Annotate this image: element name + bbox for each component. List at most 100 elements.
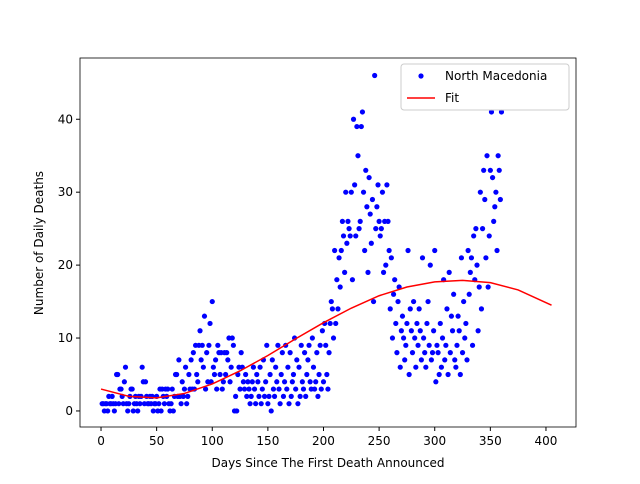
data-point — [446, 269, 452, 275]
data-point — [400, 335, 407, 341]
data-point — [497, 196, 503, 203]
data-point — [352, 182, 358, 188]
data-point — [363, 167, 369, 173]
y-tick-label: 40 — [58, 112, 73, 126]
data-point — [225, 357, 231, 363]
data-point — [414, 320, 420, 327]
y-tick-label: 30 — [58, 185, 73, 199]
data-point — [476, 284, 482, 290]
legend-label: Fit — [445, 91, 459, 105]
data-point — [217, 371, 223, 378]
data-point — [254, 371, 260, 378]
data-point — [268, 408, 274, 414]
data-point — [299, 379, 305, 385]
data-point — [403, 342, 409, 348]
data-point — [286, 401, 292, 407]
data-point — [130, 408, 136, 414]
data-point — [227, 379, 233, 385]
data-point — [357, 218, 363, 224]
data-point — [347, 233, 353, 239]
data-point — [276, 386, 282, 392]
data-point — [488, 109, 495, 115]
data-point — [444, 306, 450, 312]
data-point — [313, 379, 319, 385]
data-point — [169, 386, 175, 392]
data-point — [264, 342, 270, 348]
data-point — [248, 393, 254, 399]
data-point — [220, 379, 226, 385]
data-point — [274, 379, 280, 385]
data-point — [385, 218, 391, 224]
data-point — [448, 313, 455, 319]
data-point — [485, 284, 491, 290]
data-point — [267, 371, 273, 378]
data-point — [379, 189, 386, 195]
data-point — [315, 393, 321, 399]
data-point — [158, 408, 164, 414]
data-point — [263, 379, 269, 385]
data-point — [424, 320, 430, 327]
data-point — [409, 350, 416, 356]
data-point — [186, 371, 192, 378]
data-point — [369, 196, 376, 203]
data-point — [419, 255, 426, 261]
data-point — [427, 262, 433, 268]
data-point — [194, 371, 200, 378]
data-point — [475, 328, 481, 334]
data-point — [483, 255, 489, 261]
data-point — [395, 298, 401, 305]
data-point — [184, 401, 190, 407]
data-point — [415, 342, 421, 348]
data-point — [293, 386, 299, 392]
data-point — [241, 386, 248, 392]
data-point — [250, 364, 257, 370]
data-point — [319, 328, 325, 334]
data-point — [277, 401, 283, 407]
data-point — [295, 401, 301, 407]
data-point — [211, 371, 218, 378]
data-point — [479, 226, 486, 232]
data-point — [438, 364, 445, 370]
data-point — [481, 167, 487, 173]
data-point — [489, 174, 496, 181]
x-tick-label: 400 — [535, 434, 558, 448]
data-point — [269, 357, 275, 363]
data-point — [404, 320, 410, 327]
data-point — [261, 393, 268, 399]
data-point — [156, 401, 162, 407]
data-point — [229, 335, 235, 341]
data-point — [358, 123, 364, 130]
data-point — [439, 335, 446, 341]
data-point — [461, 298, 467, 305]
x-tick-label: 350 — [479, 434, 502, 448]
data-point — [344, 240, 350, 246]
x-tick-label: 0 — [97, 434, 105, 448]
data-point — [243, 371, 249, 378]
legend-box — [400, 63, 570, 111]
data-point — [426, 342, 432, 348]
x-axis-label: Days Since The First Death Announced — [212, 456, 445, 470]
data-point — [111, 408, 117, 414]
data-point — [185, 393, 191, 399]
data-point — [462, 335, 468, 341]
data-point — [459, 350, 466, 356]
data-point — [301, 350, 308, 356]
data-point — [311, 386, 318, 392]
data-point — [397, 364, 403, 370]
data-point — [210, 364, 216, 370]
data-point — [386, 247, 392, 254]
data-point — [178, 401, 184, 407]
data-point — [473, 226, 479, 232]
data-point — [405, 247, 411, 254]
data-point — [174, 371, 180, 378]
data-point — [463, 320, 469, 327]
data-point — [237, 386, 243, 392]
data-point — [285, 364, 291, 370]
x-tick-label: 150 — [256, 434, 279, 448]
data-point — [359, 109, 366, 115]
data-point — [198, 357, 204, 363]
data-point — [265, 401, 271, 407]
data-point — [244, 393, 250, 399]
data-point — [200, 364, 206, 370]
data-point — [306, 342, 312, 348]
